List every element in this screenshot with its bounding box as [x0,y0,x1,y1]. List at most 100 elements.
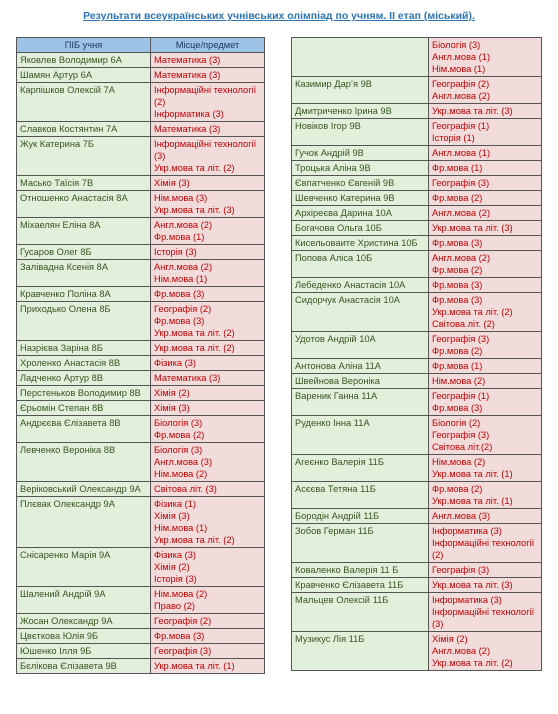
subject: Географія (3) [432,178,490,188]
subject: Географія (3) [154,646,212,656]
subject-cell: Біологія (3) Англ.мова (1) Нім.мова (1) [428,37,542,77]
row: Жук Катерина 7Б Інформаційні технології (… [16,136,265,176]
student-name: Троцька Аліна 9В [295,163,371,173]
student-name: Хроленко Анастасія 8В [20,358,121,368]
row: Казимир Дар’я 9В Географія (2) Англ.мова (… [291,76,542,104]
name-cell: Коваленко Валерія 11 Б [291,562,429,578]
subject: Фізика (1) [154,499,196,509]
subject: Нім.мова (1) [154,523,208,533]
row: Музикус Лія 11Б Хімія (2) Англ.мова (2) Укр… [291,631,542,671]
name-cell: Зобов Герман 11Б [291,523,429,563]
subject: Укр.мова та літ. (3) [432,223,513,233]
student-name: Шалений Андрій 9А [20,589,106,599]
name-cell: Залівадна Ксенія 8А [16,259,151,287]
row: Архіреєва Дарина 10А Англ.мова (2) [291,205,542,221]
student-name: Швейнова Вероніка [295,376,380,386]
row: Кравченко Поліна 8А Фр.мова (3) [16,286,265,302]
subject: Географія (1) [432,121,490,131]
row: Жосан Олександр 9А Географія (2) [16,613,265,629]
name-cell: Швейнова Вероніка [291,373,429,389]
subject: Біологія (3) [432,40,481,50]
student-name: Левченко Вероніка 8В [20,445,116,455]
name-cell: Плєвак Олександр 9А [16,496,151,548]
subject: Географія (2) [154,616,212,626]
student-name: Гусаров Олег 8Б [20,247,92,257]
subject-cell: Фр.мова (3) [150,286,265,302]
subject: Фізика (3) [154,358,196,368]
subject: Хімія (3) [154,403,190,413]
subject-cell: Інформатика (3) Інформаційні технології (… [428,523,542,563]
subject: Укр.мова та літ. (1) [154,661,235,671]
subject: Інформатика (3) [154,109,224,119]
subject-cell: Хімія (2) Англ.мова (2) Укр.мова та літ. (… [428,631,542,671]
subject-cell: Біологія (2) Географія (3) Світова літ.(2) [428,415,542,455]
subject: Історія (1) [432,133,475,143]
name-cell: Лебеденко Анастасія 10А [291,277,429,293]
name-cell: Казимир Дар’я 9В [291,76,429,104]
subject: Укр.мова та літ. (3) [432,106,513,116]
name-cell: Ладченко Артур 8В [16,370,151,386]
name-cell: Веріковський Олександр 9А [16,481,151,497]
name-cell: Попова Аліса 10Б [291,250,429,278]
subject: Хімія (2) [154,562,190,572]
subject: Хімія (3) [154,511,190,521]
subject: Фр.мова (3) [154,631,205,641]
row: Швейнова Вероніка Нім.мова (2) [291,373,542,389]
name-cell: Асєєва Тетяна 11Б [291,481,429,509]
subject: Математика (3) [154,55,221,65]
row: Дмитриченко Ірина 9В Укр.мова та літ. (3) [291,103,542,119]
name-cell: Єрьомін Степан 8В [16,400,151,416]
subject: Фр.мова (2) [432,484,483,494]
title-text: Результати всеукраїнських учнівських олі… [83,10,475,22]
subject: Математика (3) [154,373,221,383]
subject-cell: Укр.мова та літ. (3) [428,220,542,236]
student-name: Ладченко Артур 8В [20,373,103,383]
student-name: Кравченко Єлізавета 11Б [295,580,404,590]
subject: Фр.мова (3) [154,316,205,326]
subject-cell: Історія (3) [150,244,265,260]
row: Перстеньков Володимир 8В Хімія (2) [16,385,265,401]
student-name: Руденко Інна 11А [295,418,370,428]
name-cell: Дмитриченко Ірина 9В [291,103,429,119]
subject: Інформаційні технології (2) [154,85,257,107]
student-name: Перстеньков Володимир 8В [20,388,141,398]
name-cell: Кравченко Поліна 8А [16,286,151,302]
student-name: Юшенко Ілля 9Б [20,646,92,656]
subject: Англ.мова (2) [154,220,213,230]
student-name: Шевченко Катерина 9В [295,193,395,203]
student-name: Карпішков Олексій 7А [20,85,115,95]
student-name: Шамян Артур 6А [20,70,93,80]
student-name: Дмитриченко Ірина 9В [295,106,392,116]
name-cell: Кравченко Єлізавета 11Б [291,577,429,593]
subject: Укр.мова та літ. (1) [432,496,513,506]
name-cell: Євпатченко Євгеній 9В [291,175,429,191]
subject-cell: Хімія (3) [150,400,265,416]
subject: Право (2) [154,601,195,611]
name-cell: Славков Костянтин 7А [16,121,151,137]
subject: Біологія (3) [154,445,203,455]
subject-cell: Англ.мова (2) Нім.мова (1) [150,259,265,287]
name-cell: Архіреєва Дарина 10А [291,205,429,221]
name-cell: Удотов Андрій 10А [291,331,429,359]
row: Снісаренко Марія 9А Фізика (3) Хімія (2) Іс… [16,547,265,587]
subject: Математика (3) [154,124,221,134]
row: Попова Аліса 10Б Англ.мова (2) Фр.мова (2) [291,250,542,278]
row: Масько Таїсія 7В Хімія (3) [16,175,265,191]
name-cell: Левченко Вероніка 8В [16,442,151,482]
row: Асєєва Тетяна 11Б Фр.мова (2) Укр.мова та … [291,481,542,509]
student-name: Архіреєва Дарина 10А [295,208,392,218]
name-cell: Бєлікова Єлізавета 9В [16,658,151,674]
name-cell: Гусаров Олег 8Б [16,244,151,260]
subject: Нім.мова (2) [432,457,486,467]
student-name: Гучок Андрій 9В [295,148,364,158]
subject: Фр.мова (3) [432,280,483,290]
name-cell: Кисельоваите Христина 10Б [291,235,429,251]
subject: Географія (3) [432,334,490,344]
subject: Укр.мова та літ. (2) [432,307,513,317]
student-name: Зобов Герман 11Б [295,526,374,536]
subject: Нім.мова (2) [432,376,486,386]
name-cell: Жосан Олександр 9А [16,613,151,629]
student-name: Антонова Аліна 11А [295,361,381,371]
subject: Укр.мова та літ. (2) [154,343,235,353]
subject-cell: Хімія (2) [150,385,265,401]
